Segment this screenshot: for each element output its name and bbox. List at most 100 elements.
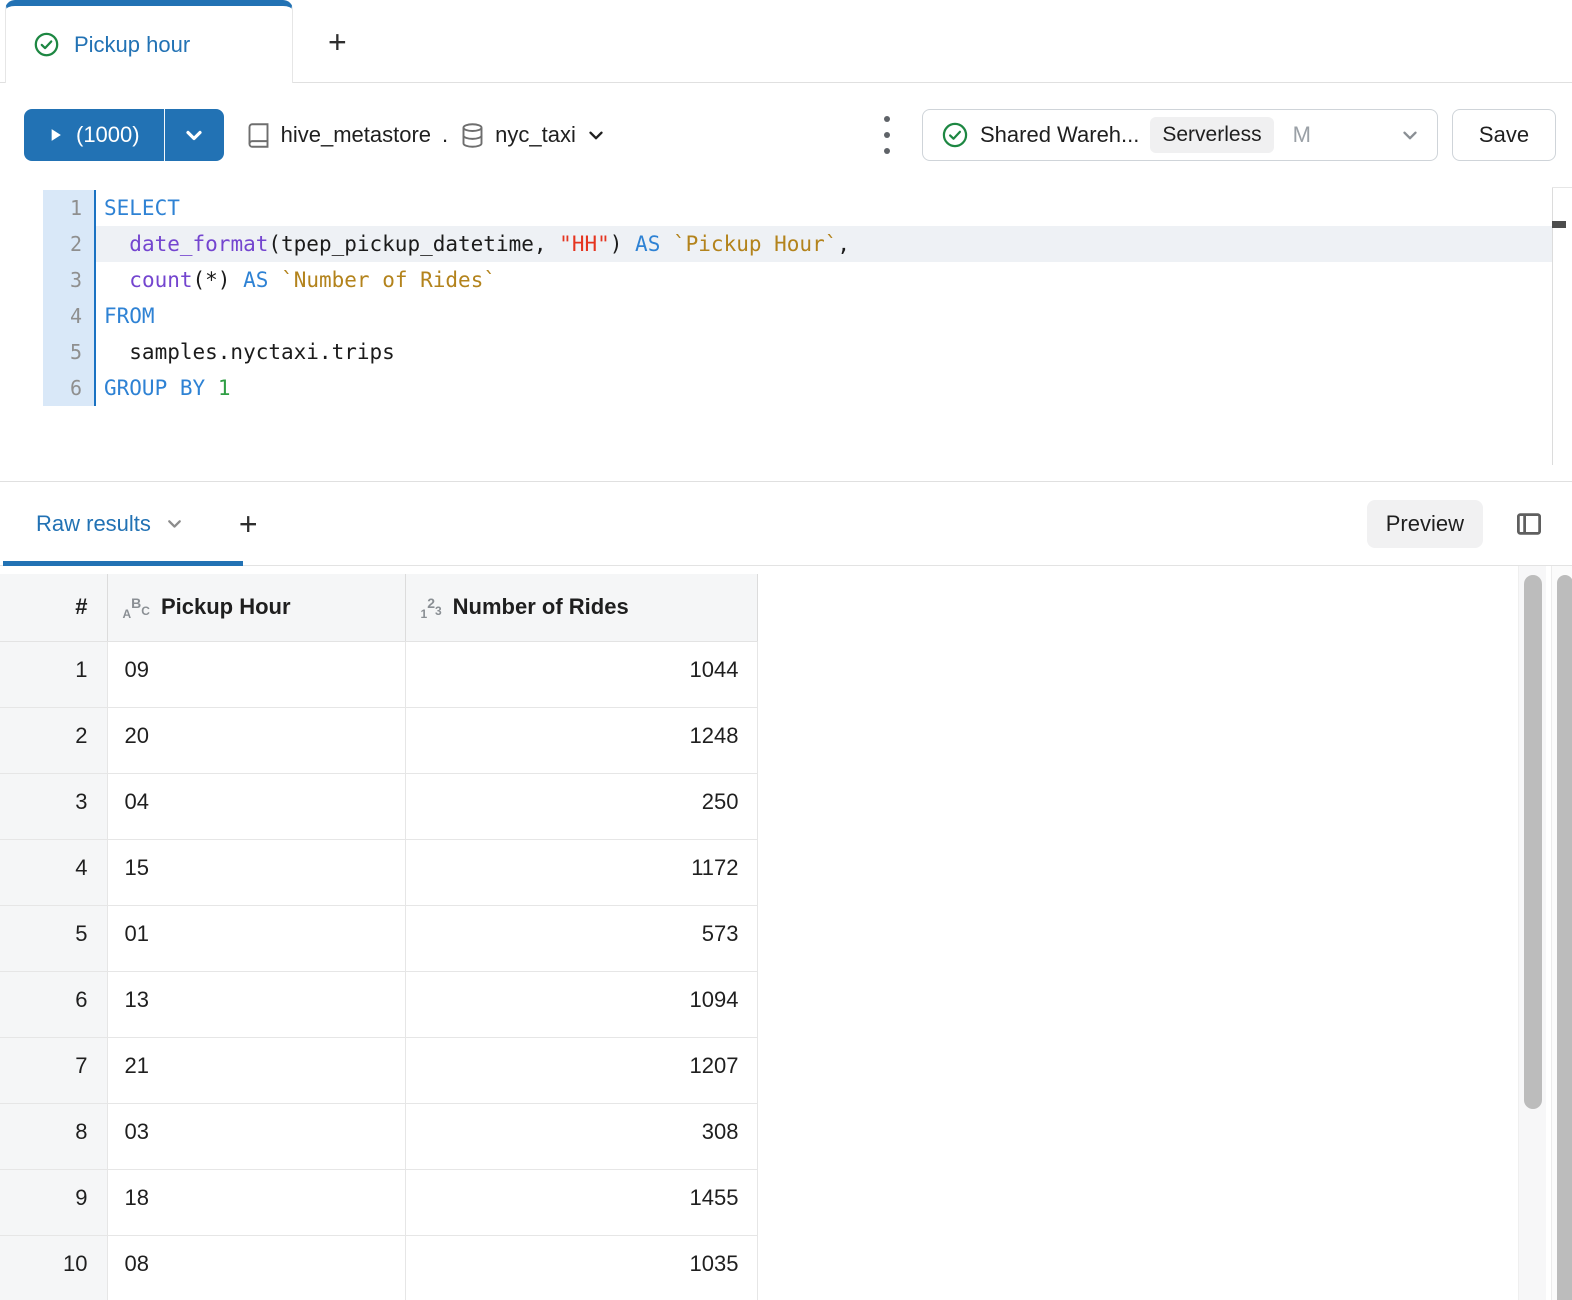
number-of-rides-cell[interactable]: 1044 (405, 641, 758, 708)
row-index-cell[interactable]: 6 (0, 971, 107, 1038)
query-tab-bar: Pickup hour + (0, 0, 1572, 83)
check-circle-icon (33, 31, 60, 58)
query-toolbar: (1000) hive_metastore . (0, 83, 1572, 187)
column-header-pickup-hour[interactable]: ABC Pickup Hour (106, 574, 406, 642)
warehouse-selector[interactable]: Shared Wareh... Serverless M (922, 109, 1438, 161)
row-index-cell[interactable]: 2 (0, 707, 107, 774)
number-of-rides-cell[interactable]: 250 (405, 773, 758, 840)
code-lines: 1 SELECT 2 date_format(tpep_pickup_datetim… (0, 190, 1572, 406)
run-limit-label: (1000) (76, 122, 140, 147)
row-index-cell[interactable]: 8 (0, 1103, 107, 1170)
results-scrollbar[interactable] (1518, 566, 1546, 1300)
line-number: 2 (43, 226, 96, 262)
line-number: 6 (43, 370, 96, 406)
code-line-2[interactable]: 2 date_format(tpep_pickup_datetime, "HH"… (0, 226, 1552, 262)
code-line-4[interactable]: 4 FROM (0, 298, 1552, 334)
column-header-number-of-rides[interactable]: 123 Number of Rides (405, 574, 758, 642)
chevron-down-icon (1399, 124, 1421, 146)
code-line-6[interactable]: 6 GROUP BY 1 (0, 370, 1552, 406)
pickup-hour-cell[interactable]: 01 (106, 905, 406, 972)
chevron-down-icon (164, 513, 185, 534)
results-table: # ABC Pickup Hour 123 Number of Rides 1 09 1… (0, 574, 758, 1300)
save-button[interactable]: Save (1452, 109, 1556, 161)
row-index-cell[interactable]: 4 (0, 839, 107, 906)
results-toolbar: Raw results + Preview (0, 482, 1572, 566)
pickup-hour-cell[interactable]: 03 (106, 1103, 406, 1170)
catalog-icon (245, 122, 272, 149)
table-row: 10 08 1035 (0, 1235, 758, 1300)
more-options-button[interactable] (868, 113, 906, 157)
code-line-5[interactable]: 5 samples.nyctaxi.trips (0, 334, 1552, 370)
code-line-3[interactable]: 3 count(*) AS `Number of Rides` (0, 262, 1552, 298)
tab-pickup-hour[interactable]: Pickup hour (5, 0, 293, 83)
row-index-cell[interactable]: 3 (0, 773, 107, 840)
sql-editor[interactable]: 1 SELECT 2 date_format(tpep_pickup_datetim… (0, 187, 1572, 481)
results-table-area: # ABC Pickup Hour 123 Number of Rides 1 09 1… (0, 566, 1572, 1300)
row-index-cell[interactable]: 5 (0, 905, 107, 972)
pickup-hour-cell[interactable]: 20 (106, 707, 406, 774)
pickup-hour-cell[interactable]: 21 (106, 1037, 406, 1104)
add-results-tab-button[interactable]: + (233, 508, 264, 540)
database-icon (459, 122, 486, 149)
scrollbar-thumb[interactable] (1524, 575, 1542, 1109)
code-text: count(*) AS `Number of Rides` (129, 268, 496, 292)
number-of-rides-cell[interactable]: 1455 (405, 1169, 758, 1236)
table-row: 1 09 1044 (0, 641, 758, 708)
pickup-hour-cell[interactable]: 09 (106, 641, 406, 708)
new-tab-button[interactable]: + (322, 26, 353, 58)
schema-name: nyc_taxi (495, 122, 576, 147)
table-row: 8 03 308 (0, 1103, 758, 1170)
editor-right-ruler (1552, 187, 1553, 465)
row-index-cell[interactable]: 7 (0, 1037, 107, 1104)
catalog-schema-picker[interactable]: hive_metastore . nyc_taxi (245, 122, 607, 149)
number-of-rides-cell[interactable]: 1094 (405, 971, 758, 1038)
code-text: date_format(tpep_pickup_datetime, "HH") … (96, 226, 1552, 262)
warehouse-name: Shared Wareh... (980, 122, 1140, 147)
active-results-tab-underline (3, 561, 243, 566)
number-of-rides-cell[interactable]: 1248 (405, 707, 758, 774)
warehouse-size: M (1292, 122, 1311, 147)
pickup-hour-cell[interactable]: 13 (106, 971, 406, 1038)
row-index-cell[interactable]: 1 (0, 641, 107, 708)
table-header-row: # ABC Pickup Hour 123 Number of Rides (0, 574, 758, 642)
catalog-separator: . (442, 122, 449, 147)
chevron-down-icon (182, 123, 206, 147)
line-number: 5 (43, 334, 96, 370)
scrollbar-thumb[interactable] (1557, 575, 1572, 1300)
number-of-rides-cell[interactable]: 1172 (405, 839, 758, 906)
code-text: SELECT (104, 196, 180, 220)
line-number: 3 (43, 262, 96, 298)
code-text: GROUP BY 1 (104, 376, 231, 400)
pickup-hour-cell[interactable]: 18 (106, 1169, 406, 1236)
run-split-button: (1000) (24, 109, 224, 161)
run-options-button[interactable] (163, 109, 224, 161)
table-row: 6 13 1094 (0, 971, 758, 1038)
page-scrollbar[interactable] (1551, 566, 1572, 1300)
pickup-hour-cell[interactable]: 15 (106, 839, 406, 906)
row-index-cell[interactable]: 10 (0, 1235, 107, 1300)
line-number: 1 (43, 190, 96, 226)
number-of-rides-cell[interactable]: 1207 (405, 1037, 758, 1104)
pickup-hour-cell[interactable]: 04 (106, 773, 406, 840)
tab-label: Pickup hour (74, 31, 191, 57)
side-panel-toggle-icon[interactable] (1514, 509, 1544, 539)
code-line-1[interactable]: 1 SELECT (0, 190, 1552, 226)
pickup-hour-cell[interactable]: 08 (106, 1235, 406, 1300)
number-type-icon: 123 (420, 595, 442, 622)
number-of-rides-cell[interactable]: 573 (405, 905, 758, 972)
chevron-down-icon (585, 124, 607, 146)
results-section: Raw results + Preview # (0, 481, 1572, 1300)
preview-button[interactable]: Preview (1366, 499, 1483, 548)
table-row: 4 15 1172 (0, 839, 758, 906)
results-tab-raw[interactable]: Raw results (36, 511, 185, 537)
table-row: 5 01 573 (0, 905, 758, 972)
run-button[interactable]: (1000) (24, 109, 164, 161)
number-of-rides-cell[interactable]: 308 (405, 1103, 758, 1170)
check-circle-icon (941, 121, 969, 149)
catalog-name: hive_metastore (280, 122, 432, 147)
line-number: 4 (43, 298, 96, 334)
row-index-cell[interactable]: 9 (0, 1169, 107, 1236)
number-of-rides-cell[interactable]: 1035 (405, 1235, 758, 1300)
table-row: 2 20 1248 (0, 707, 758, 774)
play-icon (45, 125, 65, 145)
